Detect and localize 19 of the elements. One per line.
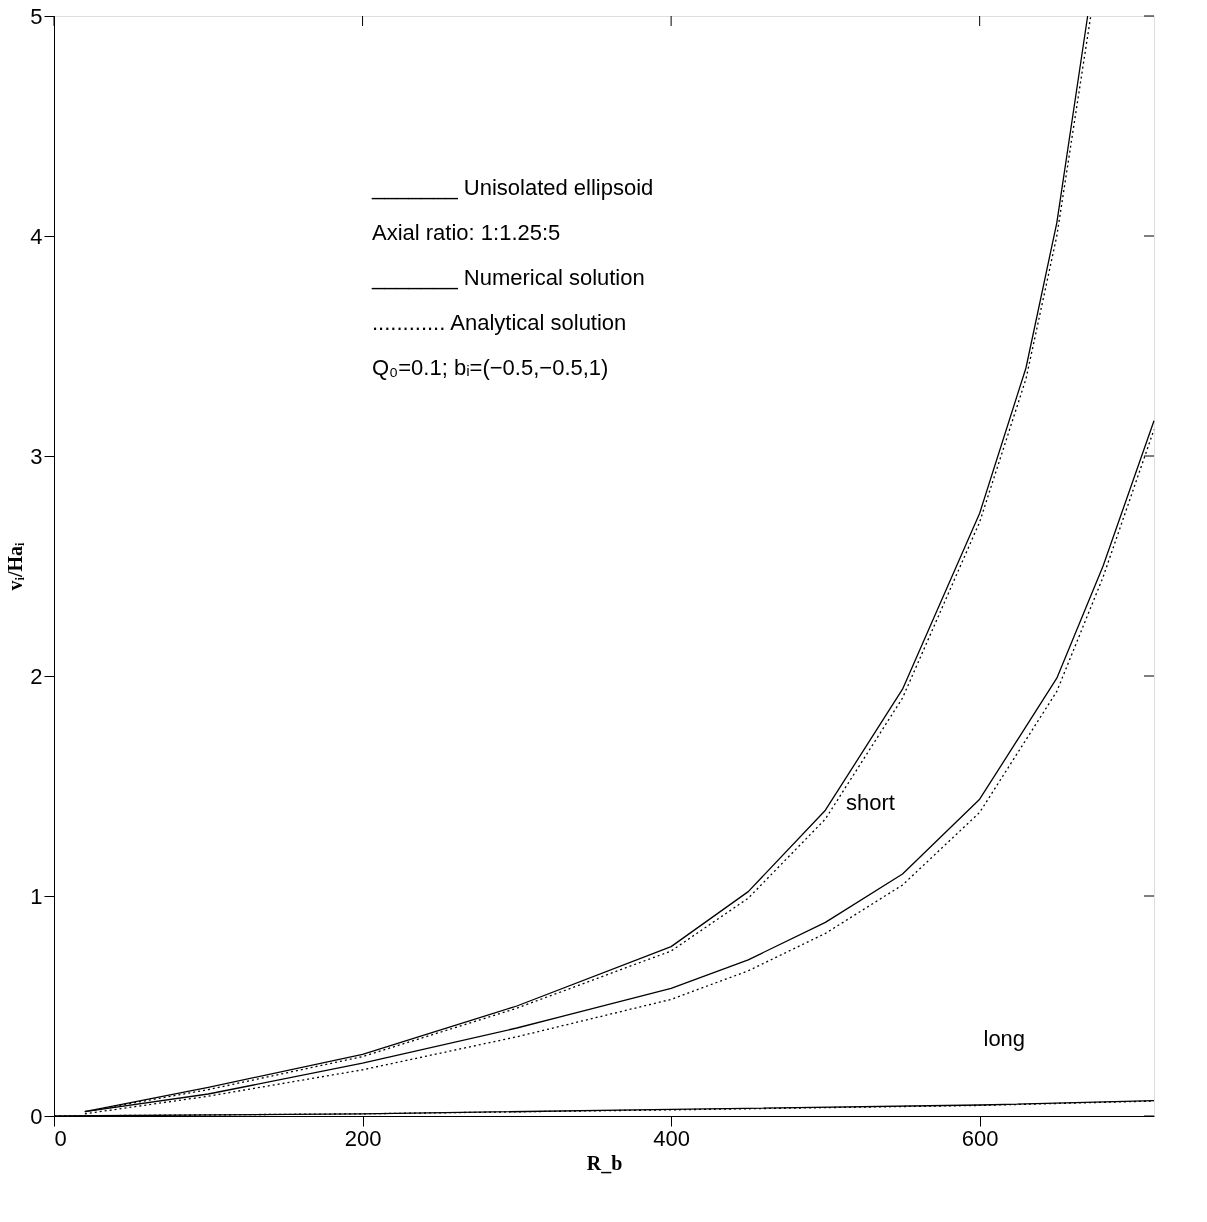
y-tick-label: 3: [30, 443, 43, 469]
annotation: ............ Analytical solution: [372, 310, 627, 335]
annotation: long: [983, 1026, 1026, 1051]
x-tick-label: 0: [54, 1125, 67, 1151]
annotation: Q₀=0.1; bᵢ=(−0.5,−0.5,1): [372, 355, 609, 380]
y-axis-title: vᵢ/Haᵢ: [4, 541, 27, 591]
y-tick-label: 4: [30, 223, 43, 249]
annotation: _______ Numerical solution: [371, 265, 645, 290]
x-axis-title: R_b: [586, 1151, 623, 1174]
annotation: short: [846, 789, 895, 815]
annotation: _______ Unisolated ellipsoid: [371, 175, 654, 200]
x-tick-label: 400: [653, 1125, 690, 1151]
annotation: Axial ratio: 1:1.25:5: [372, 220, 561, 245]
y-tick-label: 5: [30, 3, 43, 29]
y-tick-label: 0: [30, 1103, 43, 1129]
y-tick-label: 2: [30, 663, 43, 689]
x-tick-label: 200: [344, 1125, 382, 1151]
x-tick-label: 600: [961, 1125, 999, 1151]
y-tick-label: 1: [30, 883, 43, 909]
